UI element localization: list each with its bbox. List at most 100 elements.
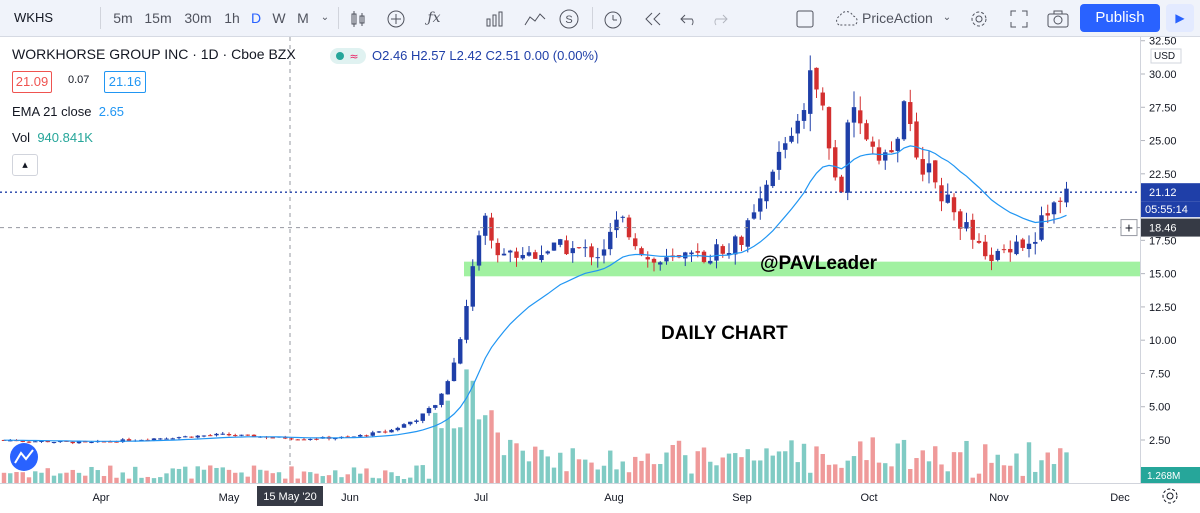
symbol-search[interactable]: WKHS (14, 10, 53, 25)
visibility-toggle-icon[interactable]: ≈ (330, 48, 366, 64)
volume-bar (620, 461, 625, 483)
volume-bar (189, 478, 194, 483)
candles-icon[interactable] (346, 0, 370, 36)
interval-w[interactable]: W (272, 10, 286, 26)
currency-icon[interactable]: S (556, 0, 582, 36)
indicators-fx-icon[interactable]: ƒx (427, 10, 441, 26)
annotation-daily-chart: DAILY CHART (661, 323, 788, 344)
volume-bar (1058, 448, 1063, 483)
collapse-legend-button[interactable]: ▴ (12, 154, 38, 176)
interval-d[interactable]: D (250, 10, 262, 26)
price-chart[interactable]: + (0, 37, 1140, 483)
candle-body (889, 150, 894, 153)
candle-body (933, 160, 938, 183)
candle-body (76, 441, 82, 444)
layout-name[interactable]: PriceAction (862, 10, 933, 26)
volume-bar (183, 466, 188, 483)
crosshair-date-text: 15 May '20 (263, 491, 316, 503)
candle-body (114, 441, 119, 443)
layout-square-icon[interactable] (792, 0, 818, 36)
candle-body (1008, 248, 1013, 253)
volume-bar (51, 475, 57, 483)
candle-body (139, 439, 144, 441)
volume-bar (576, 459, 582, 483)
candle-body (733, 236, 738, 255)
candle-body (614, 219, 619, 231)
candle-body (820, 92, 825, 106)
volume-bar (920, 450, 925, 483)
bid-price[interactable]: 21.09 (12, 71, 52, 93)
gear-icon[interactable] (966, 0, 992, 36)
candle-body (564, 240, 569, 255)
volume-bar (239, 472, 244, 483)
volume-bar (858, 441, 863, 483)
cloud-icon[interactable] (832, 0, 862, 36)
interval-1h[interactable]: 1h (224, 10, 240, 26)
alert-clock-icon[interactable] (600, 0, 626, 36)
ohlc-high: H2.57 (411, 48, 446, 63)
candle-body (689, 252, 694, 255)
candle-body (808, 70, 813, 114)
candle-body (589, 246, 594, 258)
candle-body (358, 434, 363, 437)
candle-body (726, 253, 732, 256)
candle-body (1045, 213, 1050, 216)
camera-icon[interactable] (1044, 0, 1072, 36)
volume-bar (664, 452, 669, 483)
time-axis[interactable]: Apr May Jun Jul Aug Sep Oct Nov Dec 15 May '20 (0, 483, 1200, 508)
volume-bar (926, 461, 932, 483)
volume-bar (195, 466, 200, 483)
volume-bar (514, 443, 519, 483)
candle-body (883, 152, 888, 161)
volume-bar (220, 467, 225, 483)
templates-icon[interactable] (482, 0, 508, 36)
candle-body (289, 438, 294, 440)
candle-body (901, 101, 907, 140)
volume-bar (39, 472, 44, 483)
volume-bar (376, 478, 382, 483)
chevron-down-icon[interactable]: ⌄ (942, 12, 952, 23)
chevron-down-icon[interactable]: ⌄ (320, 12, 330, 23)
volume-bar (976, 473, 982, 483)
volume-bar (895, 443, 900, 483)
candle-body (376, 431, 382, 433)
volume-bar (114, 477, 119, 483)
interval-5m[interactable]: 5m (113, 10, 133, 26)
volume-bar (14, 472, 19, 483)
price-axis[interactable]: 32.50 30.00 27.50 25.00 22.50 17.50 15.00 12.50… (1140, 36, 1200, 483)
candle-body (270, 437, 275, 439)
compare-plus-icon[interactable] (384, 0, 408, 36)
redo-icon[interactable] (706, 0, 732, 36)
volume-bar (889, 466, 894, 483)
spread-value: 0.07 (68, 74, 90, 86)
chart-type-icon[interactable] (522, 0, 548, 36)
volume-bar (701, 447, 707, 483)
candle-body (495, 242, 500, 256)
replay-rewind-icon[interactable] (640, 0, 666, 36)
interval-30m[interactable]: 30m (184, 10, 212, 26)
candle-body (189, 436, 194, 438)
volume-bar (458, 427, 463, 483)
volume-bar (614, 469, 619, 483)
candle-body (8, 440, 13, 442)
candle-body (1026, 243, 1032, 250)
interval-m[interactable]: M (297, 10, 309, 26)
candle-body (195, 435, 200, 438)
publish-button[interactable]: Publish (1080, 4, 1160, 32)
price-tick-label: 2.50 (1149, 435, 1170, 447)
play-right-icon[interactable]: ▶ (1166, 4, 1194, 32)
volume-bar (551, 467, 557, 483)
volume-bar (583, 459, 588, 483)
crosshair-price-text: 18.46 (1149, 223, 1177, 235)
undo-icon[interactable] (676, 0, 702, 36)
candle-body (514, 251, 519, 258)
support-zone (464, 261, 1140, 277)
candle-body (520, 254, 525, 259)
candle-body (464, 306, 469, 340)
volume-bar (470, 380, 475, 483)
ask-price[interactable]: 21.16 (104, 71, 146, 93)
candle-body (176, 437, 182, 439)
fullscreen-icon[interactable] (1006, 0, 1032, 36)
volume-bar (70, 469, 75, 483)
interval-15m[interactable]: 15m (144, 10, 172, 26)
